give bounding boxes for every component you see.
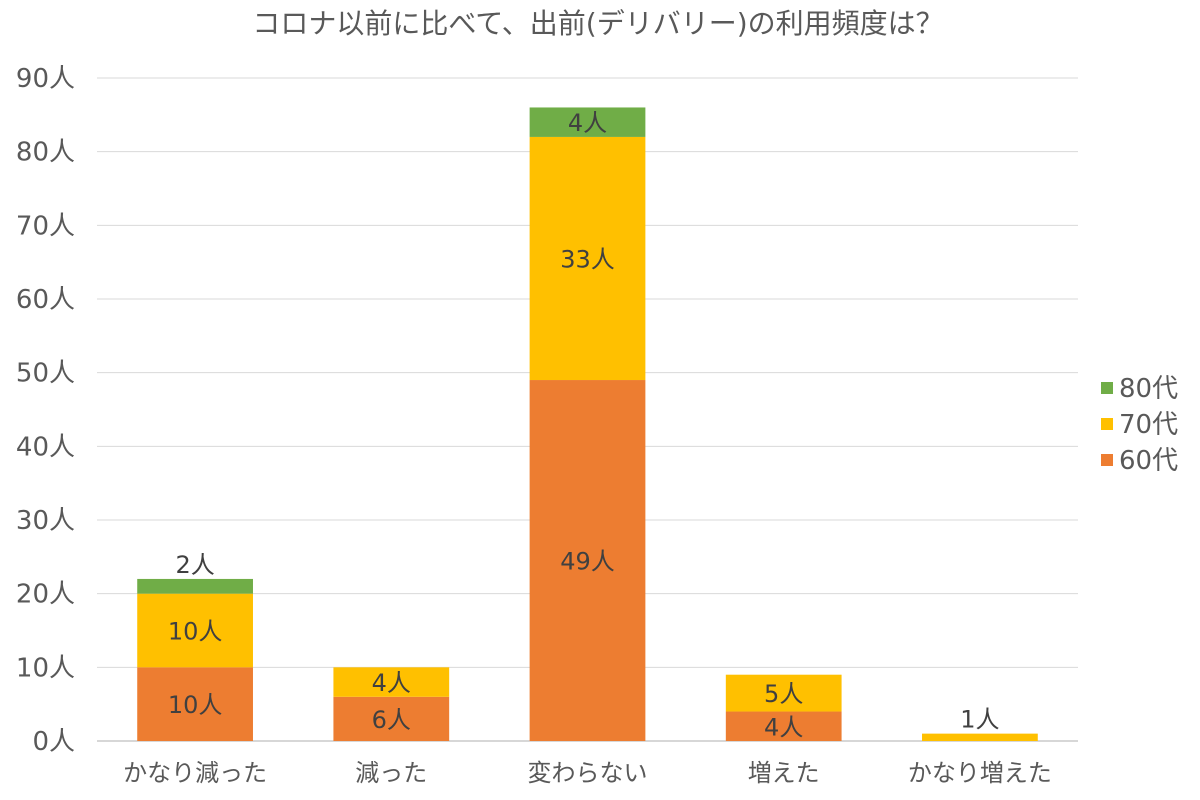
data-label: 1人: [960, 706, 999, 734]
bar-segment: [137, 578, 253, 594]
legend-label: 60代: [1119, 446, 1178, 476]
y-tick-label: 30人: [16, 506, 75, 536]
legend-swatch: [1101, 454, 1113, 466]
y-tick-label: 40人: [16, 432, 75, 462]
y-tick-label: 10人: [16, 653, 75, 683]
x-tick-label: 減った: [355, 759, 427, 787]
data-label: 5人: [764, 680, 803, 708]
legend-swatch: [1101, 418, 1113, 430]
data-label: 4人: [764, 713, 803, 741]
y-tick-label: 90人: [16, 64, 75, 94]
data-label: 4人: [568, 109, 607, 137]
bar-segment: [529, 136, 646, 381]
legend-swatch: [1101, 382, 1113, 394]
bar-segment: [137, 593, 253, 668]
bar-segment: [333, 667, 450, 697]
data-label: 33人: [560, 245, 615, 273]
x-tick-label: 変わらない: [528, 759, 648, 787]
x-axis-ticks: かなり減った 減った 変わらない 増えた かなり増えた: [123, 759, 1052, 787]
bar-segment: [333, 696, 450, 741]
bar-segment: [725, 674, 842, 712]
y-tick-label: 80人: [16, 138, 75, 168]
bar-segment: [725, 711, 842, 741]
y-axis-ticks: 0人 10人 20人 30人 40人 50人 60人 70人 80人 90人: [16, 64, 75, 757]
legend-label: 70代: [1119, 410, 1178, 440]
y-tick-label: 70人: [16, 211, 75, 241]
data-label: 10人: [168, 691, 223, 719]
bar-segment: [529, 380, 646, 741]
bar-segment: [529, 107, 646, 137]
bars: [137, 107, 1038, 741]
bar-segment: [137, 667, 253, 741]
x-tick-label: 増えた: [748, 759, 820, 787]
bar-segment: [922, 733, 1038, 741]
data-label: 6人: [372, 706, 411, 734]
y-tick-label: 60人: [16, 285, 75, 315]
legend-label: 80代: [1119, 374, 1178, 404]
y-tick-label: 20人: [16, 580, 75, 610]
data-label: 2人: [175, 551, 214, 579]
x-tick-label: かなり減った: [123, 759, 267, 787]
data-label: 49人: [560, 548, 615, 576]
legend: 80代 70代 60代: [1101, 374, 1178, 476]
chart-title: コロナ以前に比べて、出前(デリバリー)の利用頻度は？: [252, 7, 943, 40]
y-tick-label: 50人: [16, 359, 75, 389]
data-labels: 10人 10人 2人 6人 4人 49人 33人 4人 4人 5人 1人: [168, 109, 1000, 741]
data-label: 10人: [168, 618, 223, 646]
y-tick-label: 0人: [32, 727, 75, 757]
x-tick-label: かなり増えた: [908, 759, 1052, 787]
data-label: 4人: [372, 669, 411, 697]
